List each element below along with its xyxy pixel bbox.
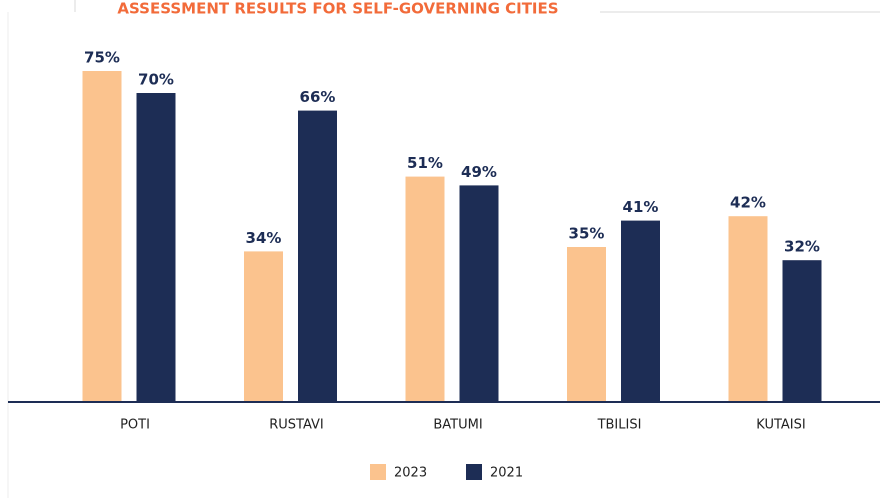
x-tick-label: BATUMI xyxy=(433,418,482,433)
chart-title: ASSESSMENT RESULTS FOR SELF-GOVERNING CI… xyxy=(117,0,558,18)
bar xyxy=(782,260,822,401)
legend-swatch xyxy=(466,464,482,480)
value-label: 51% xyxy=(407,154,443,172)
bar xyxy=(405,176,445,401)
bar xyxy=(567,247,606,401)
value-label: 49% xyxy=(461,163,497,181)
value-label: 34% xyxy=(246,229,282,247)
value-label: 66% xyxy=(300,88,336,106)
value-label: 75% xyxy=(84,49,120,67)
bar xyxy=(621,220,660,401)
value-label: 70% xyxy=(138,71,174,89)
bar xyxy=(298,110,337,401)
value-label: 41% xyxy=(623,198,659,216)
bar xyxy=(244,251,283,401)
bar xyxy=(82,71,122,401)
legend-label: 2021 xyxy=(490,466,523,481)
x-tick-label: TBILISI xyxy=(597,418,642,433)
x-tick-label: KUTAISI xyxy=(756,418,805,433)
bar xyxy=(728,216,768,401)
bar xyxy=(459,185,499,401)
value-label: 42% xyxy=(730,194,766,212)
x-tick-label: POTI xyxy=(120,418,150,433)
x-tick-label: RUSTAVI xyxy=(269,418,324,433)
value-label: 35% xyxy=(569,225,605,243)
value-label: 32% xyxy=(784,238,820,256)
legend-swatch xyxy=(370,464,386,480)
legend-label: 2023 xyxy=(394,466,427,481)
bar xyxy=(136,93,176,401)
